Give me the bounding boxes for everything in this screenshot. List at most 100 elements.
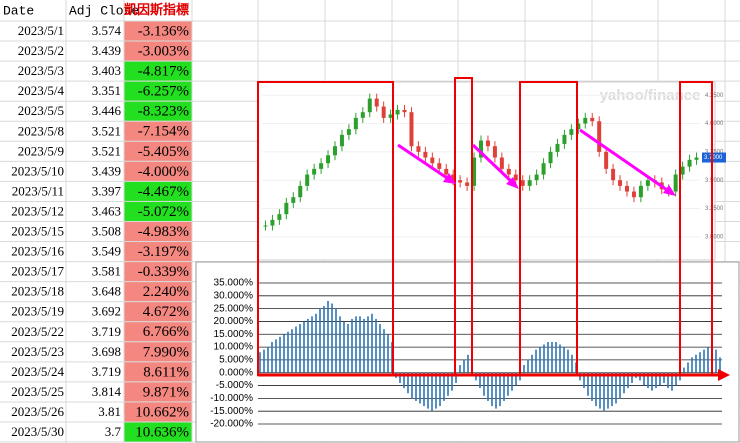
candle <box>618 180 623 186</box>
bar <box>307 318 309 373</box>
bar <box>539 347 541 373</box>
candle <box>416 146 421 152</box>
close-cell: 3.397 <box>92 183 122 198</box>
bar <box>515 372 517 386</box>
bar <box>379 324 381 373</box>
bar <box>431 372 433 412</box>
arrow-head <box>718 369 730 381</box>
candle <box>326 155 331 164</box>
column-header: Date <box>3 3 34 18</box>
y-tick-label: 3.2500 <box>705 206 724 212</box>
candle <box>319 163 324 169</box>
bar <box>271 341 273 373</box>
bar <box>663 372 665 383</box>
bar <box>459 365 461 373</box>
close-cell: 3.648 <box>92 284 121 299</box>
y-tick-label: 3.0000 <box>705 234 724 240</box>
candle <box>284 202 289 215</box>
candle <box>687 159 692 167</box>
candle <box>638 185 643 198</box>
bar <box>675 372 677 386</box>
candle <box>298 185 303 198</box>
indicator-value: -5.405% <box>138 144 189 160</box>
bar <box>387 334 389 373</box>
y-tick-label: 3.7500 <box>705 149 724 155</box>
candle <box>569 129 574 135</box>
indicator-value: 8.611% <box>143 364 189 380</box>
bar <box>295 326 297 373</box>
close-cell: 3.692 <box>92 304 121 319</box>
date-cell: 2023/5/19 <box>11 304 64 319</box>
y-tick-label: 4.0000 <box>705 121 724 127</box>
candle <box>437 163 442 169</box>
bar <box>715 349 717 373</box>
bar <box>331 303 333 373</box>
bar <box>423 372 425 407</box>
bar <box>411 372 413 399</box>
bar <box>359 316 361 373</box>
bar <box>291 329 293 373</box>
bar <box>407 372 409 394</box>
date-cell: 2023/5/2 <box>18 43 64 58</box>
bar <box>467 354 469 373</box>
indicator-value: 2.240% <box>143 284 189 300</box>
candle <box>548 151 553 164</box>
bar <box>683 367 685 373</box>
candle <box>631 191 636 198</box>
close-cell: 3.7 <box>105 424 122 439</box>
candle <box>270 219 275 226</box>
indicator-value: -4.467% <box>138 184 189 200</box>
bar <box>671 372 673 391</box>
bar <box>399 372 401 383</box>
bar <box>571 354 573 373</box>
indicator-value: -4.000% <box>138 164 189 180</box>
indicator-value: -3.197% <box>138 244 189 260</box>
indicator-value: 4.672% <box>143 304 189 320</box>
date-cell: 2023/5/3 <box>18 63 64 78</box>
close-cell: 3.719 <box>92 324 121 339</box>
candle <box>485 140 490 147</box>
bar <box>287 331 289 373</box>
y-tick-label: -5.000% <box>216 380 253 391</box>
close-cell: 3.439 <box>92 163 121 178</box>
indicator-value: -6.257% <box>138 84 189 100</box>
date-cell: 2023/5/8 <box>18 123 64 138</box>
close-cell: 3.81 <box>98 404 121 419</box>
bar <box>667 372 669 389</box>
close-cell: 3.549 <box>92 244 121 259</box>
candle <box>645 180 650 186</box>
bar <box>555 341 557 373</box>
bar <box>463 359 465 373</box>
candle <box>291 197 296 203</box>
close-cell: 3.581 <box>92 264 121 279</box>
bar <box>579 372 581 381</box>
candle <box>520 180 525 186</box>
bar <box>303 321 305 373</box>
y-tick-label: -10.000% <box>210 393 253 404</box>
candle <box>374 98 379 107</box>
bar <box>487 372 489 401</box>
bar <box>279 336 281 373</box>
y-tick-label: 4.2500 <box>705 93 724 99</box>
bar <box>435 372 437 409</box>
indicator-value: -3.136% <box>138 23 189 39</box>
date-cell: 2023/5/5 <box>18 103 64 118</box>
y-tick-label: 5.000% <box>219 355 253 366</box>
bar <box>599 372 601 409</box>
bar <box>311 316 313 373</box>
bar <box>315 313 317 373</box>
candle <box>395 109 400 115</box>
arrow-head <box>443 173 456 184</box>
current-price-label: 3.7000 <box>704 155 723 161</box>
bar <box>263 349 265 373</box>
date-cell: 2023/5/11 <box>12 183 64 198</box>
bar <box>651 372 653 391</box>
date-cell: 2023/5/17 <box>11 264 64 279</box>
indicator-value: 10.636% <box>135 424 189 440</box>
bar <box>267 347 269 373</box>
bar <box>343 321 345 373</box>
candle <box>430 157 435 164</box>
candle <box>562 134 567 144</box>
bar <box>275 339 277 373</box>
bar <box>451 372 453 391</box>
